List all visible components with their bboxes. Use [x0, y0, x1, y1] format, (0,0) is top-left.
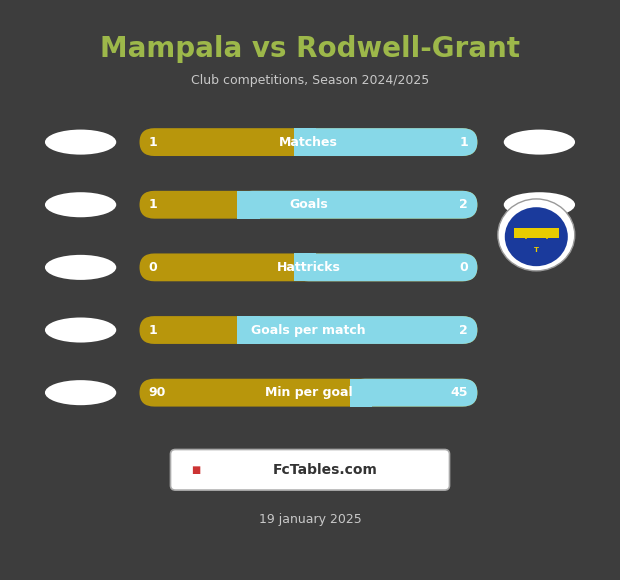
- Text: 0: 0: [459, 261, 468, 274]
- Text: 90: 90: [149, 386, 166, 399]
- Text: 0: 0: [149, 261, 157, 274]
- FancyBboxPatch shape: [237, 191, 477, 219]
- FancyBboxPatch shape: [294, 128, 316, 156]
- FancyBboxPatch shape: [140, 191, 477, 219]
- Text: 1: 1: [149, 136, 157, 148]
- Text: Matches: Matches: [279, 136, 338, 148]
- Ellipse shape: [503, 192, 575, 218]
- Ellipse shape: [45, 129, 117, 155]
- FancyBboxPatch shape: [514, 228, 559, 238]
- FancyBboxPatch shape: [350, 379, 372, 407]
- Text: Goals per match: Goals per match: [251, 324, 366, 336]
- Text: Goals: Goals: [289, 198, 328, 211]
- Text: ■: ■: [191, 465, 200, 475]
- Text: 2: 2: [459, 198, 468, 211]
- Text: 45: 45: [451, 386, 468, 399]
- Text: 2: 2: [459, 324, 468, 336]
- FancyBboxPatch shape: [294, 253, 316, 281]
- FancyBboxPatch shape: [140, 128, 477, 156]
- Ellipse shape: [45, 255, 117, 280]
- Text: 1: 1: [459, 136, 468, 148]
- Ellipse shape: [503, 129, 575, 155]
- Text: T: T: [534, 247, 539, 253]
- Text: FcTables.com: FcTables.com: [273, 463, 378, 477]
- Circle shape: [505, 207, 568, 266]
- Text: Mampala vs Rodwell-Grant: Mampala vs Rodwell-Grant: [100, 35, 520, 63]
- FancyBboxPatch shape: [140, 253, 477, 281]
- FancyBboxPatch shape: [294, 253, 477, 281]
- Text: 1: 1: [149, 198, 157, 211]
- Text: Club competitions, Season 2024/2025: Club competitions, Season 2024/2025: [191, 74, 429, 86]
- Text: Hattricks: Hattricks: [277, 261, 340, 274]
- FancyBboxPatch shape: [140, 379, 477, 407]
- Text: T: T: [523, 232, 528, 241]
- FancyBboxPatch shape: [237, 316, 260, 344]
- FancyBboxPatch shape: [294, 128, 477, 156]
- FancyBboxPatch shape: [237, 316, 477, 344]
- Ellipse shape: [45, 192, 117, 218]
- Ellipse shape: [45, 380, 117, 405]
- Text: 1: 1: [149, 324, 157, 336]
- Circle shape: [498, 199, 575, 271]
- FancyBboxPatch shape: [237, 191, 260, 219]
- Text: T: T: [544, 232, 550, 241]
- FancyBboxPatch shape: [350, 379, 477, 407]
- Circle shape: [529, 213, 543, 226]
- Text: 19 january 2025: 19 january 2025: [259, 513, 361, 525]
- Text: Min per goal: Min per goal: [265, 386, 352, 399]
- FancyBboxPatch shape: [140, 316, 477, 344]
- Ellipse shape: [45, 317, 117, 343]
- FancyBboxPatch shape: [170, 450, 450, 490]
